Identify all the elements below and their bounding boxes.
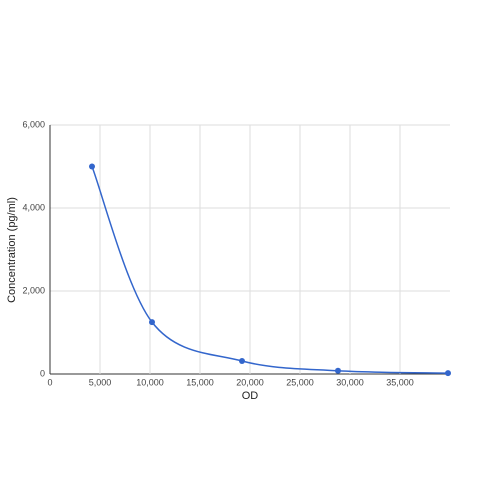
x-tick-label: 0 — [47, 377, 52, 387]
data-point — [149, 319, 155, 326]
y-tick-label: 4,000 — [22, 202, 45, 212]
data-point — [445, 370, 451, 377]
y-tick-label: 2,000 — [22, 285, 45, 295]
x-tick-label: 20,000 — [236, 377, 264, 387]
x-tick-label: 35,000 — [386, 377, 414, 387]
y-tick-label: 0 — [40, 368, 45, 378]
x-axis-title: OD — [242, 390, 259, 402]
trend-line — [91, 166, 449, 374]
data-point — [239, 358, 245, 365]
x-tick-label: 15,000 — [186, 377, 214, 387]
data-point — [335, 367, 341, 374]
y-axis-title: Concentration (pg/ml) — [6, 197, 18, 303]
y-tick-label: 6,000 — [22, 119, 45, 129]
x-tick-label: 5,000 — [89, 377, 112, 387]
x-tick-label: 10,000 — [136, 377, 164, 387]
data-point — [89, 163, 95, 170]
x-tick-label: 30,000 — [336, 377, 364, 387]
x-tick-label: 25,000 — [286, 377, 314, 387]
